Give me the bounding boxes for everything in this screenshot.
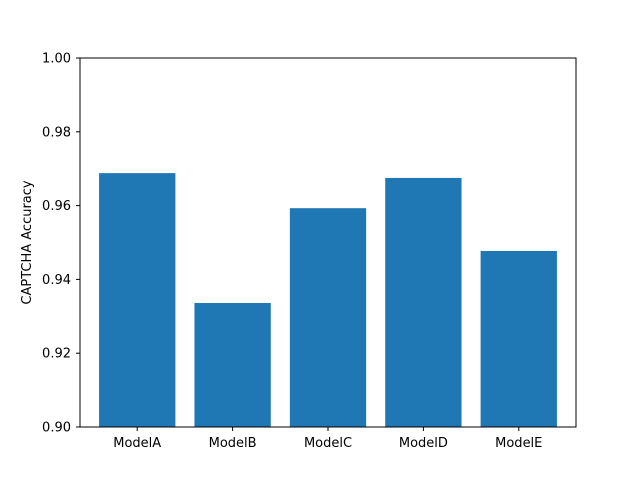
y-tick-label: 0.94: [42, 273, 71, 288]
y-tick-label: 0.92: [42, 347, 71, 362]
bar-modelc: [289, 208, 367, 427]
y-tick-label: 0.96: [42, 199, 71, 214]
y-tick-label: 0.90: [42, 421, 71, 436]
x-axis-ticks: ModelA ModelB ModelC ModelD ModelE: [113, 427, 542, 451]
x-tick-label: ModelD: [399, 436, 448, 451]
plot-frame: [79, 57, 577, 428]
y-tick-label: 1.00: [42, 52, 71, 67]
bar-modeld: [385, 177, 462, 427]
x-tick-label: ModelB: [209, 436, 257, 451]
x-tick-label: ModelE: [495, 436, 542, 451]
y-tick-label: 0.98: [42, 125, 71, 140]
y-axis-ticks: 0.90 0.92 0.94 0.96 0.98 1.00: [42, 52, 80, 436]
x-tick-label: ModelC: [304, 436, 352, 451]
bar-modela: [99, 173, 176, 427]
y-axis-title: CAPTCHA Accuracy: [20, 180, 35, 305]
bar-modele: [480, 250, 557, 427]
bars-group: [99, 173, 557, 427]
x-tick-label: ModelA: [113, 436, 161, 451]
bar-modelb: [194, 303, 271, 427]
